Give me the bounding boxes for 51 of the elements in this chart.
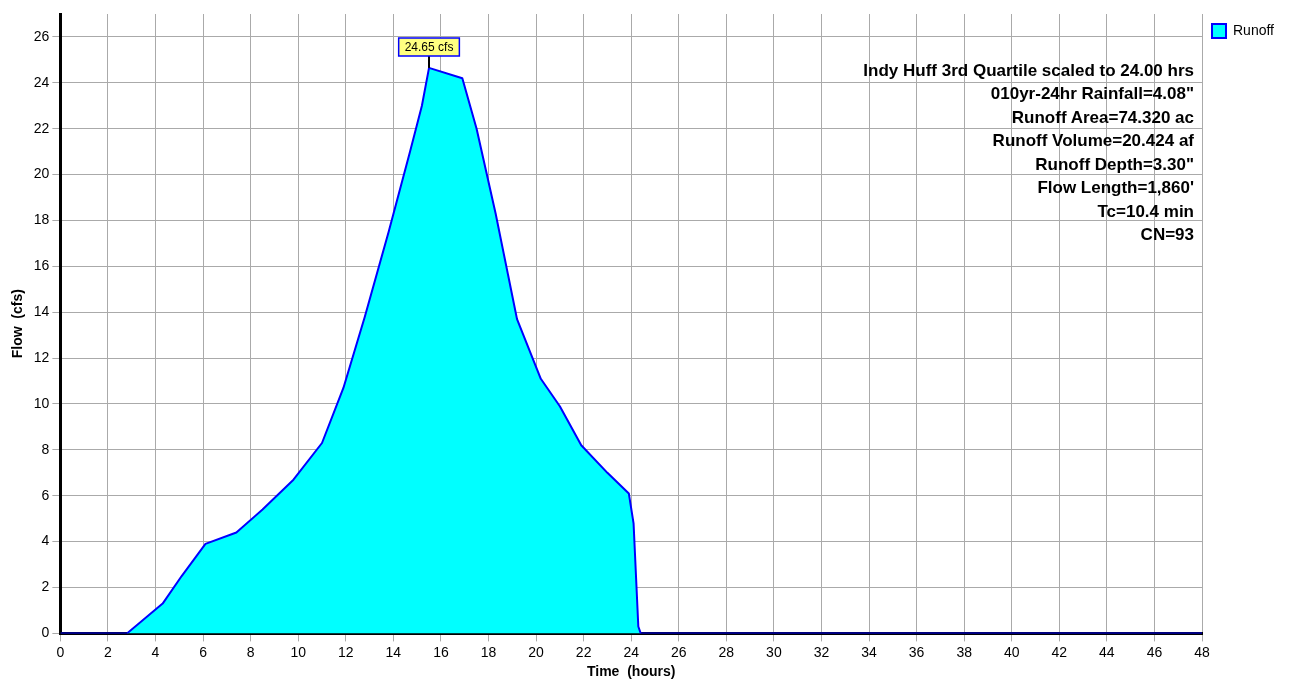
y-tick-label: 24 — [33, 73, 50, 90]
y-tick-label: 8 — [41, 440, 50, 457]
annotation: Flow Length=1,860' — [1037, 178, 1194, 198]
annotation: Runoff Area=74.320 ac — [1011, 107, 1194, 127]
y-tick-label: 4 — [41, 532, 50, 549]
y-tick-label: 12 — [33, 348, 50, 365]
x-tick-label: 6 — [199, 643, 208, 660]
x-tick-label: 30 — [766, 643, 782, 660]
x-tick-label: 26 — [670, 643, 687, 660]
x-tick-label: 22 — [575, 643, 592, 660]
y-tick-label: 16 — [33, 257, 50, 274]
x-tick-label: 32 — [813, 643, 830, 660]
annotation: CN=93 — [1140, 225, 1194, 245]
x-tick-label: 38 — [956, 643, 973, 660]
y-tick-label: 14 — [33, 303, 50, 320]
x-tick-label: 16 — [433, 643, 449, 660]
y-tick-label: 18 — [33, 211, 50, 228]
annotation: Runoff Depth=3.30" — [1035, 154, 1194, 174]
annotation: Tc=10.4 min — [1097, 201, 1194, 221]
x-tick-label: 18 — [480, 643, 497, 660]
x-tick-label: 14 — [385, 643, 402, 660]
y-tick-label: 10 — [33, 394, 50, 411]
x-tick-label: 4 — [151, 643, 160, 660]
x-tick-label: 40 — [1003, 643, 1020, 660]
x-tick-label: 2 — [104, 643, 113, 660]
x-tick-label: 8 — [246, 643, 255, 660]
annotation: 010yr-24hr Rainfall=4.08" — [990, 84, 1194, 104]
annotation: 24.65 cfs — [404, 40, 454, 55]
x-tick-label: 34 — [861, 643, 878, 660]
x-tick-label: 48 — [1194, 643, 1210, 660]
x-tick-label: 10 — [290, 643, 307, 660]
x-tick-label: 28 — [718, 643, 735, 660]
y-tick-label: 0 — [41, 624, 50, 641]
x-tick-label: 24 — [623, 643, 640, 660]
x-tick-label: 46 — [1146, 643, 1163, 660]
x-axis-title: Time (hours) — [586, 663, 676, 680]
y-tick-label: 2 — [41, 578, 50, 595]
y-tick-label: 26 — [33, 27, 50, 44]
y-tick-label: 20 — [33, 165, 50, 182]
x-tick-label: 36 — [908, 643, 925, 660]
x-tick-label: 42 — [1051, 643, 1068, 660]
x-tick-label: 20 — [528, 643, 545, 660]
x-tick-label: 12 — [337, 643, 354, 660]
legend-label: Runoff — [1233, 21, 1275, 38]
annotation: Indy Huff 3rd Quartile scaled to 24.00 hrs — [863, 60, 1194, 80]
annotation: Runoff Volume=20.424 af — [992, 131, 1195, 151]
x-tick-label: 44 — [1099, 643, 1115, 660]
y-axis-title: Flow (cfs) — [9, 289, 26, 359]
x-tick-label: 0 — [56, 643, 65, 660]
y-tick-label: 6 — [41, 486, 50, 503]
y-tick-label: 22 — [33, 119, 50, 136]
